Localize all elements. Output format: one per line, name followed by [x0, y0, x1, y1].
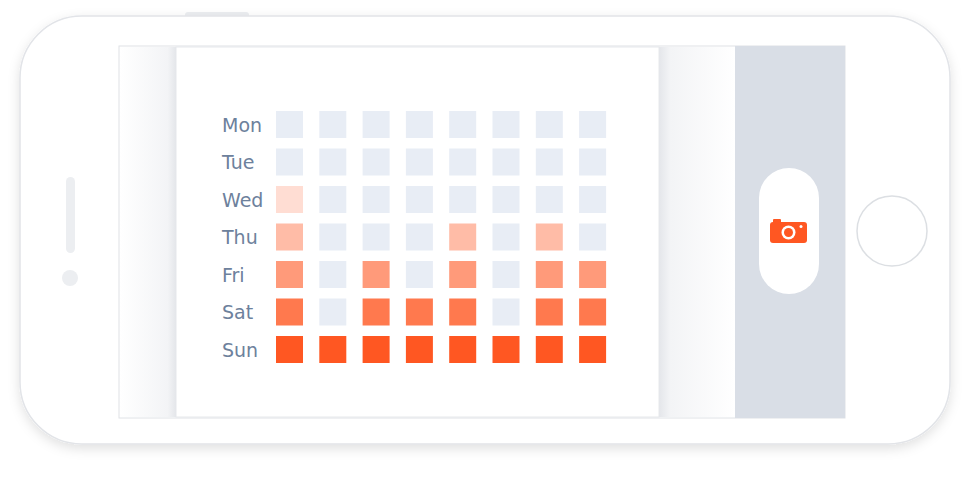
cell — [406, 224, 433, 251]
page — [176, 47, 659, 417]
cell — [449, 149, 476, 176]
cell — [536, 149, 563, 176]
camera-icon-body — [770, 222, 807, 243]
cell — [579, 224, 606, 251]
cell — [363, 261, 390, 288]
cell — [406, 336, 433, 363]
cell — [406, 186, 433, 213]
cell — [276, 224, 303, 251]
row-label: Tue — [221, 151, 254, 173]
row-label: Mon — [222, 114, 262, 136]
phone-body — [20, 16, 950, 444]
cell — [363, 186, 390, 213]
cell — [536, 336, 563, 363]
cell — [493, 261, 520, 288]
cell — [363, 299, 390, 326]
cell — [579, 261, 606, 288]
cell — [319, 149, 346, 176]
cell — [536, 111, 563, 138]
cell — [276, 149, 303, 176]
cell — [276, 336, 303, 363]
home-button[interactable] — [857, 196, 927, 266]
cell — [363, 149, 390, 176]
page-shade-right — [659, 47, 735, 417]
cell — [493, 224, 520, 251]
camera-icon — [770, 219, 807, 243]
heatmap: Mon Tue Wed Thu Fri Sat Sun — [221, 111, 606, 363]
cell — [536, 186, 563, 213]
phone-sensor — [62, 270, 78, 286]
row-label: Sat — [222, 301, 253, 323]
cell — [579, 336, 606, 363]
cell — [449, 299, 476, 326]
cell — [319, 111, 346, 138]
cell — [319, 261, 346, 288]
stage: Mon Tue Wed Thu Fri Sat Sun — [0, 0, 978, 477]
cell — [319, 186, 346, 213]
cell — [319, 336, 346, 363]
cell — [276, 261, 303, 288]
cell — [319, 224, 346, 251]
cell — [406, 149, 433, 176]
page-shade-left — [120, 47, 176, 417]
cell — [276, 111, 303, 138]
cell — [579, 111, 606, 138]
cell — [449, 336, 476, 363]
cell — [406, 261, 433, 288]
cell — [536, 261, 563, 288]
cell — [579, 186, 606, 213]
cell — [493, 186, 520, 213]
cell — [536, 224, 563, 251]
cells — [276, 111, 606, 363]
cell — [449, 186, 476, 213]
camera-panel — [735, 46, 845, 418]
camera-icon-flash — [800, 225, 803, 228]
camera-icon-lens-ring — [782, 226, 796, 240]
cell — [493, 299, 520, 326]
cell — [579, 299, 606, 326]
cell — [276, 299, 303, 326]
cell — [579, 149, 606, 176]
cell — [363, 224, 390, 251]
row-label: Fri — [222, 264, 245, 286]
cell — [406, 111, 433, 138]
phone-speaker — [66, 177, 75, 253]
row-label: Sun — [222, 339, 258, 361]
cell — [536, 299, 563, 326]
cell — [406, 299, 433, 326]
cell — [363, 336, 390, 363]
cell — [449, 261, 476, 288]
camera-icon-lens — [784, 228, 793, 237]
cell — [449, 224, 476, 251]
cell — [319, 299, 346, 326]
cell — [363, 111, 390, 138]
cell — [493, 111, 520, 138]
cell — [276, 186, 303, 213]
row-label: Wed — [222, 189, 263, 211]
row-label: Thu — [221, 226, 258, 248]
screen — [119, 46, 845, 418]
cell — [493, 336, 520, 363]
camera-button[interactable] — [759, 168, 819, 294]
cell — [449, 111, 476, 138]
cell — [493, 149, 520, 176]
